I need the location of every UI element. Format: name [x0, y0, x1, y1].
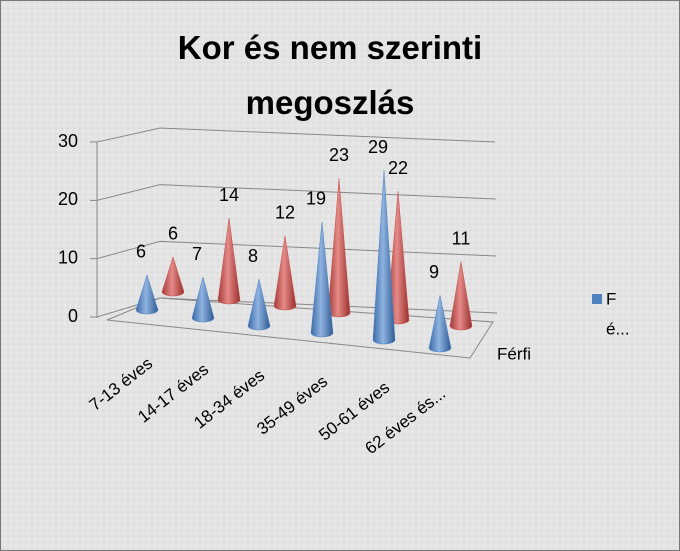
- value-label: 9: [429, 262, 439, 282]
- value-label: 11: [452, 228, 471, 248]
- value-label: 29: [368, 137, 388, 157]
- cone: [310, 221, 334, 338]
- value-label: 22: [388, 158, 408, 178]
- legend-marker: [592, 294, 602, 304]
- cone: [135, 274, 159, 315]
- value-label: 23: [329, 145, 349, 165]
- value-label: 12: [275, 203, 295, 223]
- value-label: 6: [168, 224, 178, 244]
- value-label: 19: [306, 189, 326, 209]
- cone: [247, 279, 271, 331]
- y-tick-label: 0: [68, 306, 78, 326]
- legend-label: é...: [606, 319, 630, 338]
- y-tick-label: 20: [58, 189, 78, 209]
- grid-line: [90, 184, 496, 201]
- legend-label: F: [606, 289, 616, 308]
- cone: [449, 261, 473, 331]
- chart-title: Kor és nem szerinti megoszlás: [178, 29, 482, 121]
- y-tick-label: 30: [58, 131, 78, 151]
- depth-axis-label: Férfi: [497, 344, 531, 363]
- cone: [161, 256, 185, 297]
- cone: [191, 276, 215, 323]
- cone: [273, 235, 297, 311]
- grid-line: [90, 127, 496, 143]
- y-tick-label: 10: [58, 247, 78, 267]
- value-label: 8: [248, 246, 258, 266]
- cone: [372, 170, 396, 345]
- cone: [428, 295, 452, 353]
- grid-line: [90, 240, 497, 260]
- value-label: 14: [219, 185, 239, 205]
- cone: [217, 218, 241, 305]
- value-label: 7: [192, 244, 202, 264]
- value-label: 6: [136, 242, 146, 262]
